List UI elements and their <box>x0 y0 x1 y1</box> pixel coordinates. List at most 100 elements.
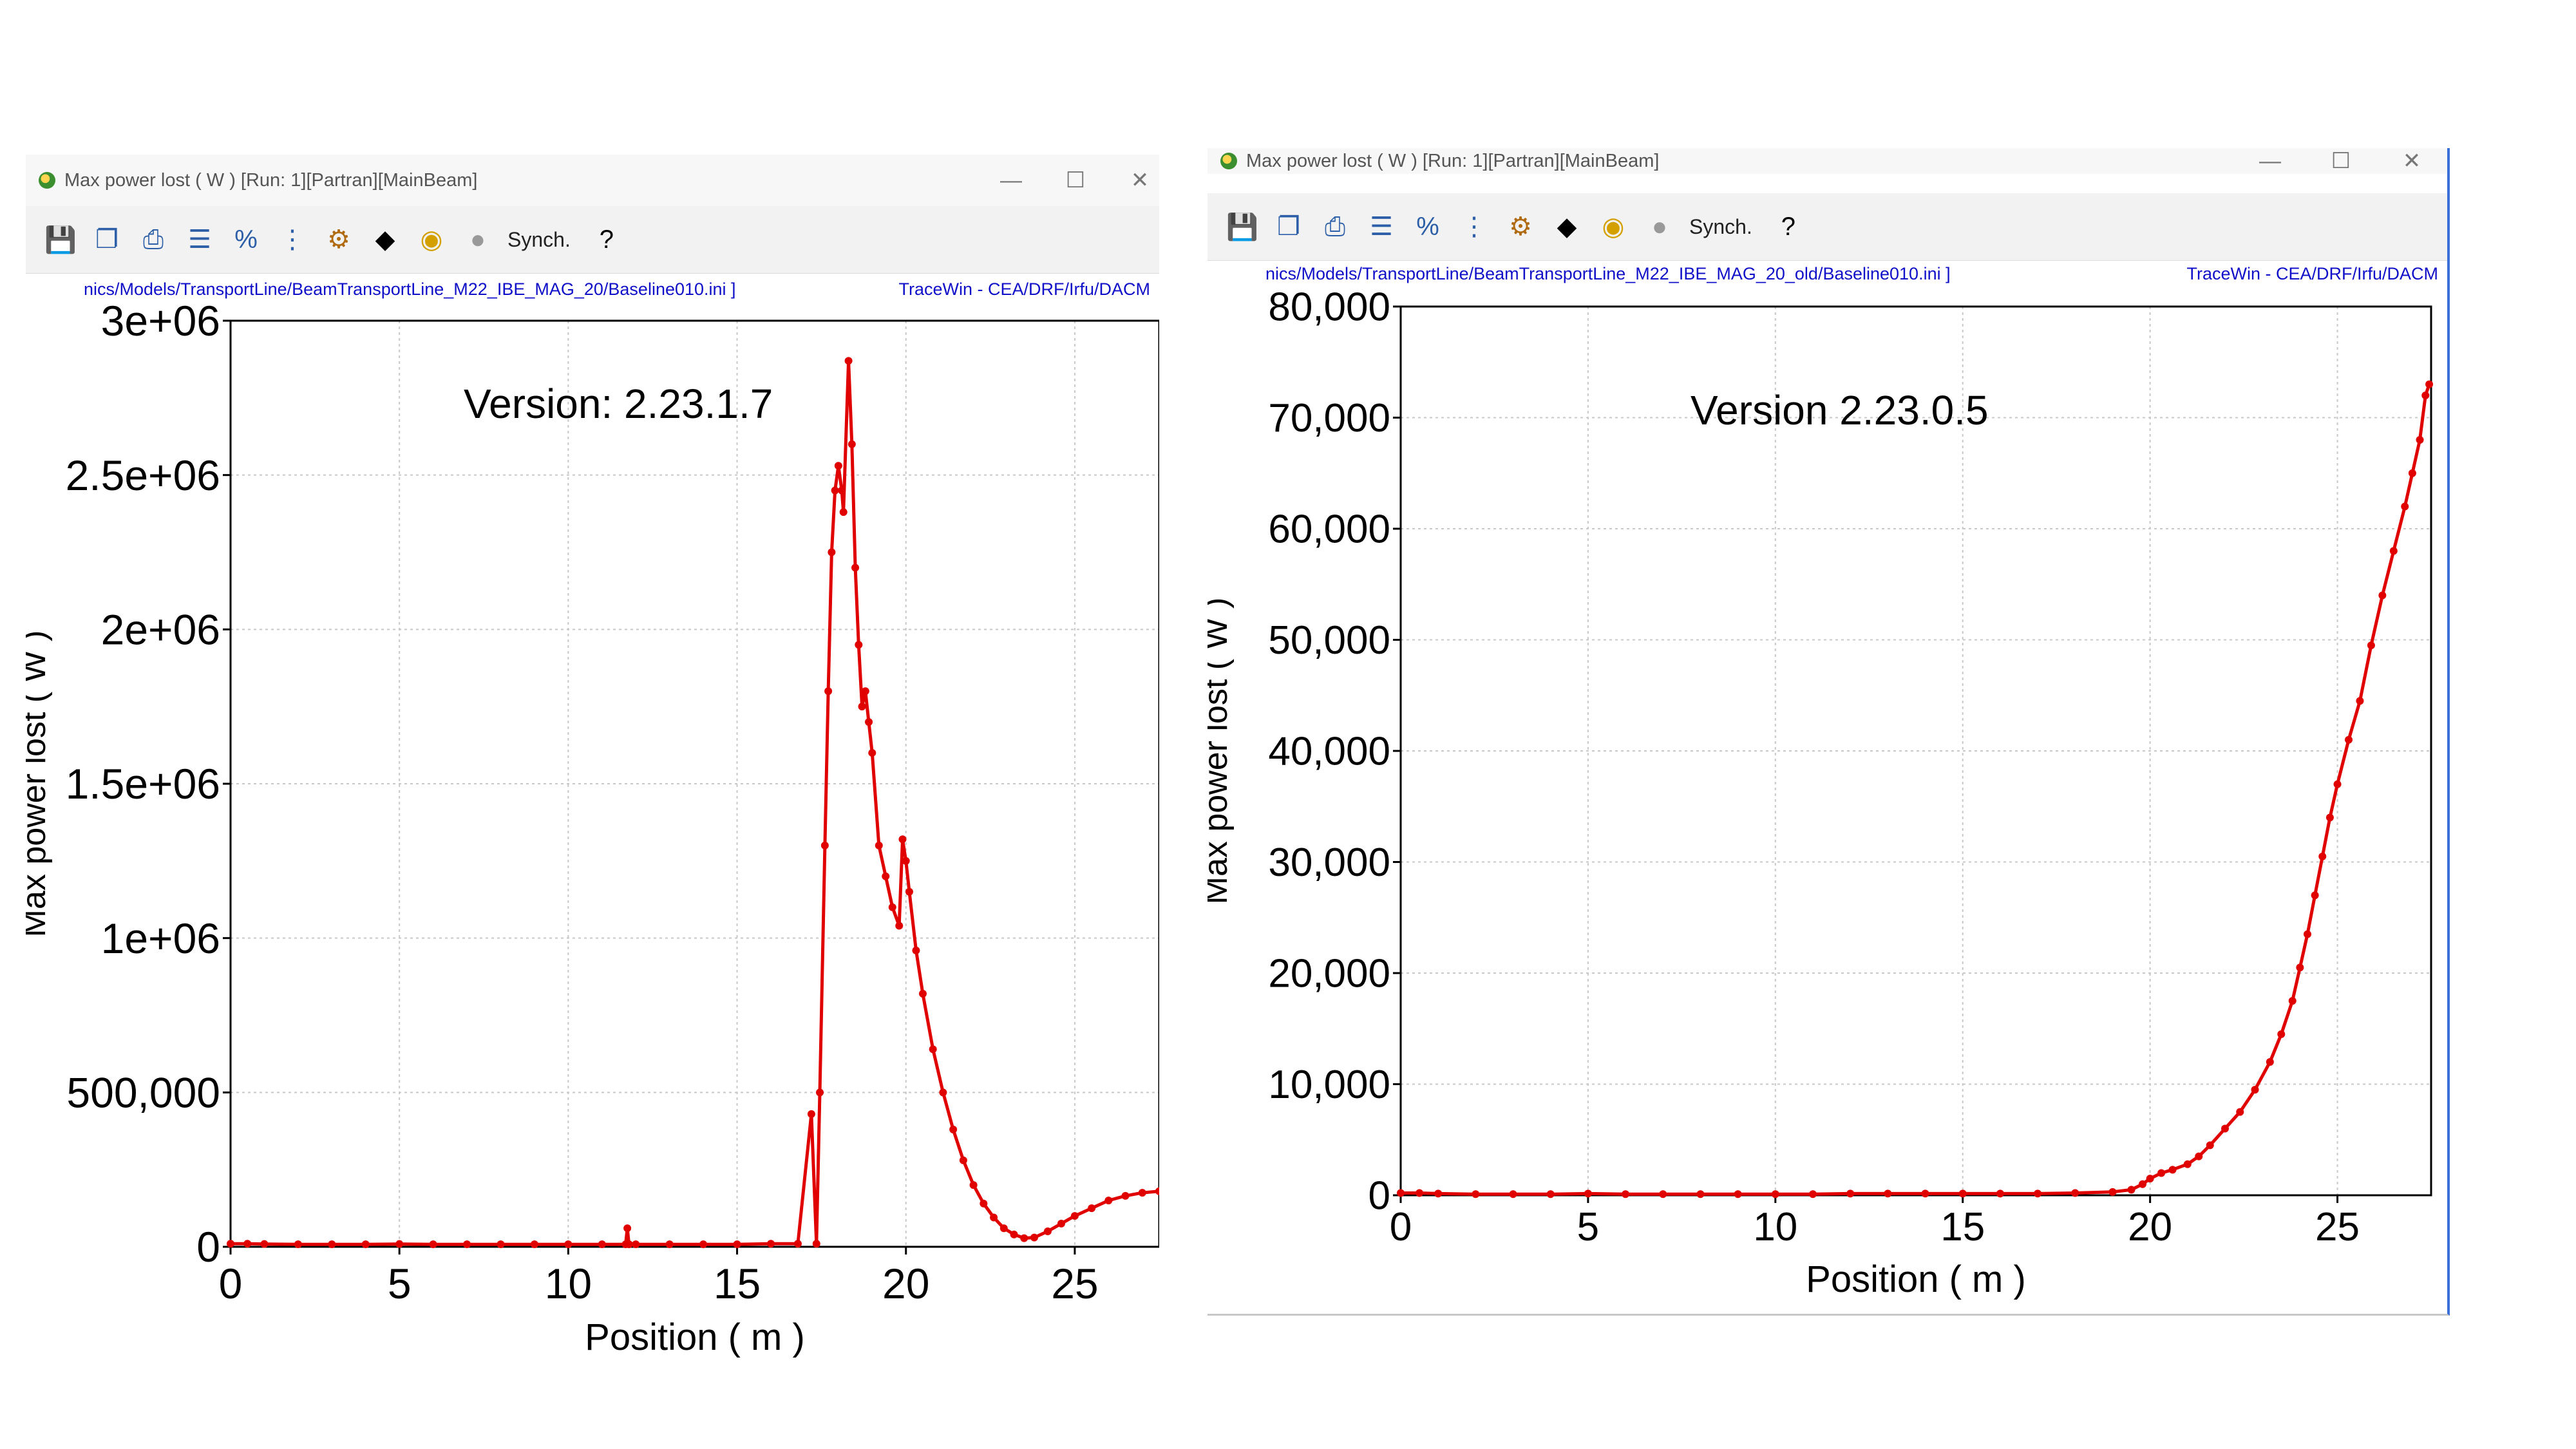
data-point <box>838 486 846 495</box>
data-point <box>820 841 829 849</box>
element-icon[interactable]: ◆ <box>375 225 395 254</box>
data-point <box>1416 1189 1424 1197</box>
data-point <box>812 1240 820 1248</box>
element-icon[interactable]: ◆ <box>1557 213 1577 241</box>
data-point <box>1921 1189 1929 1198</box>
data-point <box>766 1240 775 1248</box>
target-icon[interactable]: ◉ <box>1602 213 1625 241</box>
data-point <box>980 1199 988 1208</box>
help-icon[interactable]: ? <box>1781 212 1795 241</box>
synch-button[interactable]: Synch. <box>1689 214 1752 238</box>
minimize-icon[interactable]: — <box>1000 167 1022 193</box>
data-point <box>999 1224 1008 1233</box>
data-point <box>328 1240 336 1249</box>
data-point <box>1958 1189 1967 1198</box>
right-title-bar[interactable]: Max power lost ( W ) [Run: 1][Partran][M… <box>1208 148 2447 174</box>
data-point <box>1996 1189 2004 1198</box>
print-icon[interactable]: ⎙ <box>143 225 164 254</box>
data-point <box>828 548 836 556</box>
x-tick-label: 0 <box>1390 1205 1412 1249</box>
list-icon[interactable]: ☰ <box>188 225 211 254</box>
close-icon[interactable]: ✕ <box>1130 168 1150 193</box>
save-icon[interactable]: 💾 <box>1226 213 1258 242</box>
left-chart: 0 5 10 15 20 25 0 500,000 1e+06 1.5e+06 2e+06 2.5e+… <box>26 297 1159 1358</box>
data-point <box>2108 1188 2117 1196</box>
data-point <box>1397 1189 1405 1197</box>
y-tick-label: 500,000 <box>66 1068 220 1116</box>
data-point <box>2311 891 2319 900</box>
close-icon[interactable]: ✕ <box>2402 149 2421 173</box>
left-toolbar: 💾 ❐ ⎙ ☰ % ⋮ ⚙ ◆ ◉ ● Synch. ? <box>26 206 1159 274</box>
data-point <box>395 1240 404 1248</box>
list-icon[interactable]: ☰ <box>1370 213 1393 241</box>
save-icon[interactable]: 💾 <box>44 225 77 254</box>
data-point <box>1622 1190 1630 1198</box>
data-point <box>1155 1187 1159 1195</box>
left-plot-window: Max power lost ( W ) [Run: 1][Partran][M… <box>26 155 1159 1372</box>
data-point <box>844 357 853 365</box>
target-icon[interactable]: ◉ <box>420 225 443 254</box>
x-tick-label: 15 <box>1940 1205 1985 1249</box>
data-point <box>929 1045 937 1054</box>
data-point <box>733 1240 741 1249</box>
data-point <box>868 749 876 757</box>
data-point <box>463 1240 471 1249</box>
y-tick-label: 0 <box>1368 1174 1390 1218</box>
data-point <box>1104 1197 1113 1205</box>
data-point <box>1546 1190 1555 1198</box>
data-point <box>1138 1189 1146 1197</box>
data-point <box>816 1088 824 1097</box>
data-point <box>2325 813 2334 822</box>
right-toolbar: 💾 ❐ ⎙ ☰ % ⋮ ⚙ ◆ ◉ ● Synch. ? <box>1208 193 2447 261</box>
help-icon[interactable]: ? <box>599 225 614 254</box>
y-tick-label: 30,000 <box>1268 840 1390 885</box>
data-point <box>851 564 860 572</box>
y-axis-label: Max power lost ( W ) <box>1208 598 1235 905</box>
copy-icon[interactable]: ❐ <box>95 225 118 254</box>
data-point <box>2296 963 2304 972</box>
data-point <box>882 872 890 880</box>
right-chart: 0 5 10 15 20 25 0 10,000 20,000 30,000 40,000 50,00… <box>1208 285 2434 1300</box>
y-tick-label: 2e+06 <box>101 605 220 653</box>
circle-icon[interactable]: ● <box>469 225 486 254</box>
data-point <box>2356 697 2364 705</box>
copy-icon[interactable]: ❐ <box>1277 213 1300 241</box>
data-point <box>1088 1204 1096 1213</box>
data-point <box>793 1240 802 1248</box>
data-point <box>855 641 863 649</box>
data-point <box>598 1240 606 1249</box>
data-point <box>2127 1186 2136 1194</box>
settings-icon[interactable]: ⚙ <box>327 225 350 254</box>
maximize-icon[interactable]: ☐ <box>2331 149 2351 173</box>
data-point <box>848 440 856 448</box>
data-point <box>1809 1190 1817 1198</box>
bars-icon[interactable]: ⋮ <box>279 225 305 254</box>
left-version-label: Version: 2.23.1.7 <box>464 381 773 427</box>
percent-icon[interactable]: % <box>234 225 258 254</box>
data-point <box>1472 1190 1480 1198</box>
data-point <box>2034 1189 2042 1198</box>
data-point <box>2333 780 2342 788</box>
synch-button[interactable]: Synch. <box>507 227 571 251</box>
percent-icon[interactable]: % <box>1416 212 1439 241</box>
data-point <box>665 1240 674 1249</box>
app-icon <box>1220 153 1237 169</box>
data-point <box>361 1240 370 1249</box>
right-file-path: nics/Models/TransportLine/BeamTransportL… <box>1265 264 1951 283</box>
y-tick-label: 20,000 <box>1268 952 1390 996</box>
circle-icon[interactable]: ● <box>1651 212 1668 241</box>
data-point <box>2277 1030 2286 1038</box>
bars-icon[interactable]: ⋮ <box>1461 213 1487 241</box>
maximize-icon[interactable]: ☐ <box>1065 168 1086 193</box>
data-point <box>949 1125 958 1133</box>
print-icon[interactable]: ⎙ <box>1325 212 1345 241</box>
right-version-label: Version 2.23.0.5 <box>1690 387 1989 433</box>
data-point <box>2425 380 2434 388</box>
settings-icon[interactable]: ⚙ <box>1509 213 1532 241</box>
data-point <box>1020 1234 1028 1242</box>
left-file-path: nics/Models/TransportLine/BeamTransportL… <box>84 279 736 299</box>
data-point <box>1434 1189 1443 1198</box>
x-axis-label: Position ( m ) <box>585 1316 805 1358</box>
left-title-bar[interactable]: Max power lost ( W ) [Run: 1][Partran][M… <box>26 155 1159 206</box>
minimize-icon[interactable]: — <box>2259 148 2281 173</box>
